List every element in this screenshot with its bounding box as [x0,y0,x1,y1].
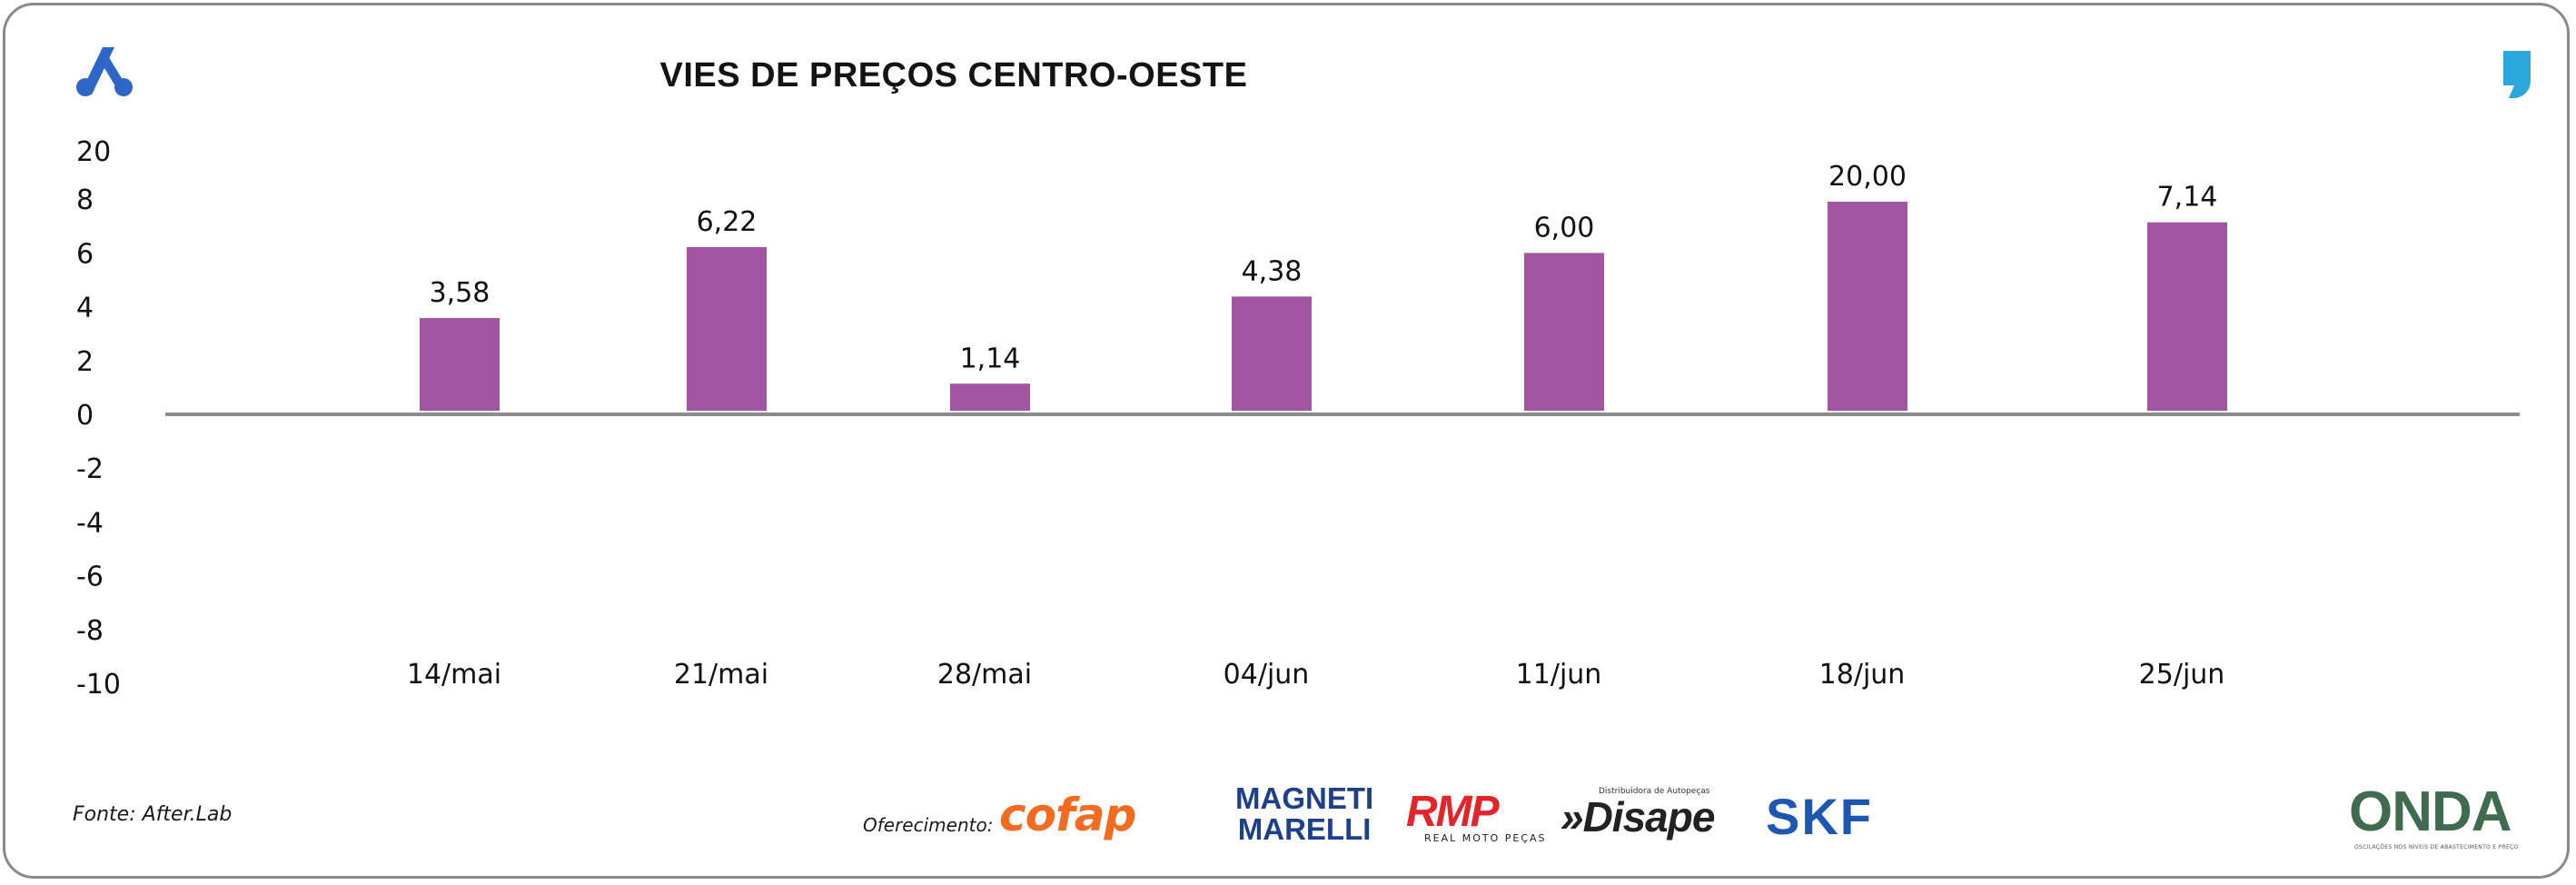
y-tick-label: -8 [76,615,104,647]
bar-28-mai [950,383,1030,411]
x-axis: 14/mai 21/mai 28/mai 04/jun 11/jun 18/jun 25/j… [407,659,2224,691]
cofap-logo: cofap [999,789,1136,841]
chart-title: VIES DE PREÇOS CENTRO-OESTE [659,56,1248,94]
onda-logo: ONDA [2349,781,2512,843]
magneti-line-1: MAGNETI [1235,781,1374,815]
y-tick-label: 2 [76,346,94,378]
disape-subtitle: Distribuidora de Autopeças [1599,787,1710,796]
bar-04-jun [1232,296,1312,411]
bar-value-label: 6,22 [697,206,758,238]
brand-a-logo-icon [76,47,133,96]
source-note: Fonte: After.Lab [73,803,233,826]
magneti-line-2: MARELLI [1237,812,1372,846]
x-tick-label: 25/jun [2139,659,2225,691]
magneti-marelli-logo: MAGNETI MARELLI [1235,783,1373,845]
y-tick-label: 20 [76,136,111,168]
bar-18-jun [1828,202,1907,411]
bar-value-label: 6,00 [1534,212,1595,244]
bar-value-label: 1,14 [960,343,1021,374]
rmp-logo: RMP [1406,788,1500,836]
bar-11-jun [1524,253,1604,411]
y-tick-label: -10 [76,669,121,701]
x-tick-label: 28/mai [937,659,1032,691]
bar-value-label: 4,38 [1242,255,1303,287]
y-tick-label: -4 [76,507,104,539]
bar-25-jun [2147,222,2227,411]
sponsor-label: Oferecimento: [863,814,994,836]
y-tick-label: -6 [76,562,104,593]
bars-group: 3,58 6,22 1,14 4,38 6,00 20,00 7,14 [420,161,2227,411]
x-tick-label: 21/mai [674,659,768,691]
y-tick-label: 8 [76,184,94,216]
chart-frame [3,3,2570,879]
x-tick-label: 04/jun [1224,659,1310,691]
quote-mark-icon [2503,51,2531,98]
bar-14-mai [420,318,500,411]
y-tick-label: -2 [76,453,104,485]
y-tick-label: 4 [76,293,94,324]
x-tick-label: 14/mai [407,659,501,691]
rmp-subtitle: REAL MOTO PEÇAS [1424,832,1547,844]
disape-logo: »Disape [1560,793,1715,840]
bar-value-label: 7,14 [2157,182,2218,214]
x-tick-label: 11/jun [1516,659,1602,691]
bar-value-label: 20,00 [1828,161,1907,193]
y-tick-label: 0 [76,400,94,432]
x-tick-label: 18/jun [1819,659,1906,691]
bar-value-label: 3,58 [430,277,490,309]
y-tick-label: 6 [76,238,94,270]
bar-21-mai [687,246,767,411]
skf-logo: SKF [1766,788,1873,845]
onda-subtitle: OSCILAÇÕES NOS NÍVEIS DE ABASTECIMENTO E… [2354,844,2519,850]
